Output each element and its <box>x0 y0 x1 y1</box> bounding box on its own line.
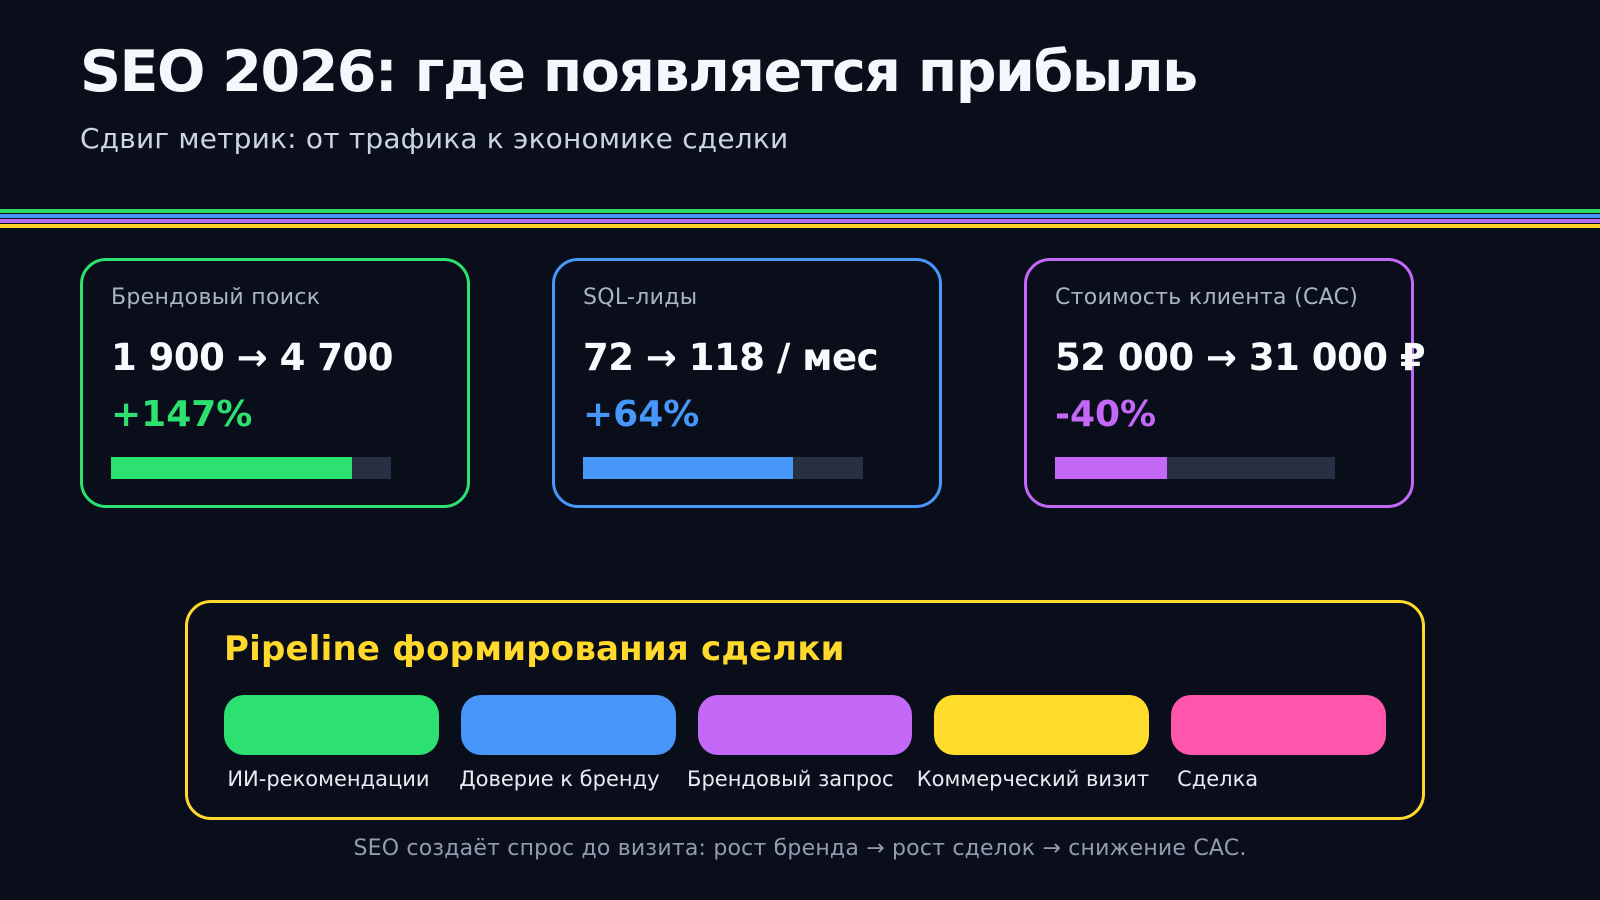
page-title: SEO 2026: где появляется прибыль <box>80 39 1198 105</box>
metric-card-label: Стоимость клиента (CAC) <box>1055 285 1359 310</box>
metric-card-delta: +147% <box>111 394 253 435</box>
rainbow-divider <box>0 209 1600 229</box>
pipeline-title: Pipeline формирования сделки <box>224 629 845 669</box>
metric-card-2: Стоимость клиента (CAC) 52 000 → 31 000 ₽… <box>1024 258 1426 508</box>
pipeline-stage-pill-4 <box>1171 695 1386 755</box>
metric-card-1: SQL-лиды 72 → 118 / мес +64% <box>552 258 942 508</box>
divider-band-3 <box>0 224 1600 228</box>
progress-bar-fill <box>1055 457 1167 479</box>
progress-bar <box>583 457 863 479</box>
pipeline-panel: Pipeline формирования сделки ИИ-рекоменд… <box>185 600 1425 820</box>
metric-card-label: SQL-лиды <box>583 285 698 310</box>
metric-card-0: Брендовый поиск 1 900 → 4 700 +147% <box>80 258 470 508</box>
pipeline-stage-pill-1 <box>460 695 676 755</box>
progress-bar <box>1055 457 1335 479</box>
progress-bar-fill <box>583 457 793 479</box>
metric-card-value: 1 900 → 4 700 <box>111 336 393 379</box>
pipeline-stage-pills <box>224 695 1386 755</box>
divider-band-1 <box>0 214 1600 218</box>
pipeline-stage-pill-0 <box>224 695 439 755</box>
progress-bar-fill <box>111 457 352 479</box>
pipeline-stage-label: Сделка <box>1177 767 1259 791</box>
pipeline-stage-label: Доверие к бренду <box>459 767 660 791</box>
progress-bar <box>111 457 391 479</box>
pipeline-stage-label: Брендовый запрос <box>687 767 894 791</box>
metric-card-value: 72 → 118 / мес <box>583 336 879 379</box>
metric-card-delta: -40% <box>1055 394 1157 435</box>
metric-card-label: Брендовый поиск <box>111 285 321 310</box>
pipeline-stage-labels: ИИ-рекомендации Доверие к бренду Брендовый… <box>224 767 1386 791</box>
divider-band-2 <box>0 219 1600 223</box>
footer-note: SEO создаёт спрос до визита: рост бренда… <box>353 836 1247 861</box>
metric-card-delta: +64% <box>583 394 700 435</box>
pipeline-stage-pill-2 <box>697 695 913 755</box>
metric-cards: Брендовый поиск 1 900 → 4 700 +147% SQL-лид… <box>80 258 1426 508</box>
header: SEO 2026: где появляется прибыль Сдвиг м… <box>80 39 1198 155</box>
divider-band-0 <box>0 209 1600 213</box>
metric-card-value: 52 000 → 31 000 ₽ <box>1055 336 1426 379</box>
pipeline-stage-pill-3 <box>934 695 1150 755</box>
pipeline-stage-label: Коммерческий визит <box>916 767 1150 791</box>
pipeline-stage-label: ИИ-рекомендации <box>227 767 430 791</box>
page-subtitle: Сдвиг метрик: от трафика к экономике сде… <box>80 121 789 155</box>
